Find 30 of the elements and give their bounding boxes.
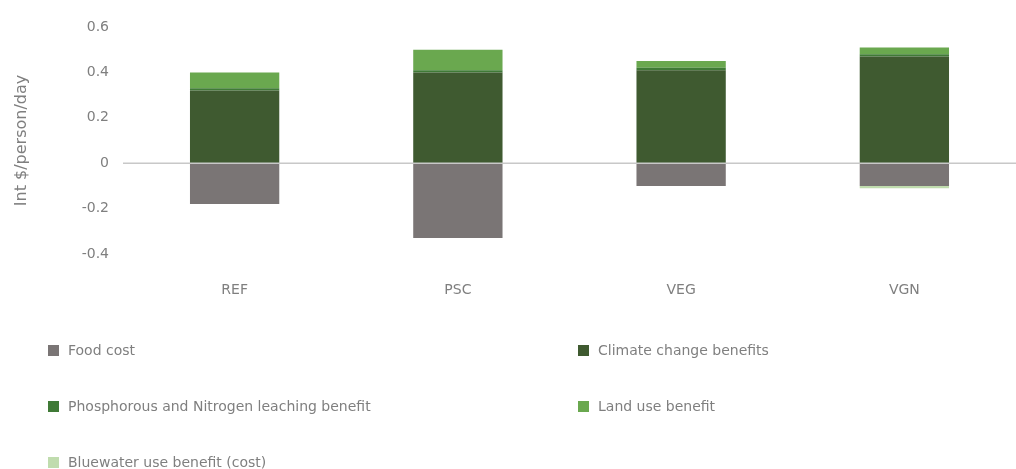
x-tick-label: REF	[221, 281, 248, 298]
bar	[636, 61, 726, 68]
legend-label: Food cost	[68, 342, 136, 358]
bar	[413, 49, 503, 71]
bar	[189, 72, 280, 89]
legend-label: Climate change benefits	[598, 342, 769, 358]
bar	[859, 163, 950, 186]
y-axis-title: Int $/person/day	[10, 74, 30, 207]
x-tick-label: PSC	[444, 281, 472, 298]
bar	[636, 70, 726, 164]
bar	[189, 90, 280, 164]
y-tick-label: 0.2	[86, 108, 109, 125]
legend-label: Bluewater use benefit (cost)	[68, 454, 267, 469]
legend-label: Land use benefit	[598, 398, 716, 414]
bar	[859, 54, 950, 57]
y-tick-label: 0.4	[86, 63, 110, 80]
bar	[859, 56, 950, 164]
y-tick-label: 0.6	[86, 17, 110, 34]
legend-label: Phosphorous and Nitrogen leaching benefit	[68, 398, 371, 414]
x-tick-label: VGN	[888, 281, 920, 298]
y-tick-label: 0	[100, 153, 109, 170]
bar	[413, 163, 503, 239]
y-tick-label: -0.2	[81, 199, 109, 216]
bar	[636, 163, 726, 186]
bar	[413, 72, 503, 164]
bar	[859, 47, 950, 55]
y-tick-label: -0.4	[81, 244, 110, 261]
bar	[189, 88, 280, 91]
bar	[189, 163, 280, 205]
x-tick-label: VEG	[666, 281, 696, 298]
